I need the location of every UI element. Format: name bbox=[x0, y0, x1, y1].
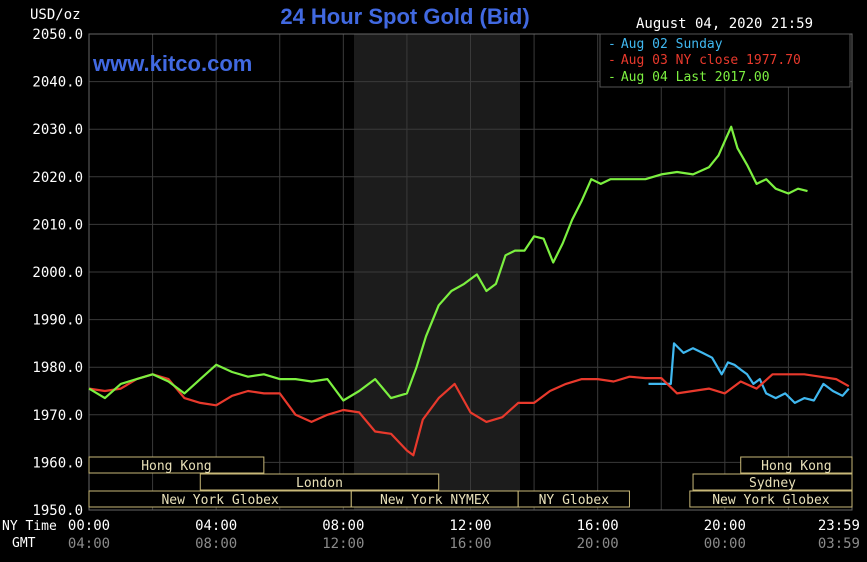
y-tick-label: 2010.0 bbox=[32, 217, 83, 233]
x-tick-label-gmt: 20:00 bbox=[577, 536, 619, 552]
x-tick-label-ny: 12:00 bbox=[449, 518, 491, 534]
legend-item-aug02: - Aug 02 Sunday bbox=[608, 37, 723, 52]
timestamp: August 04, 2020 21:59 bbox=[636, 16, 813, 32]
session-box bbox=[740, 456, 853, 474]
legend: - Aug 02 Sunday - Aug 03 NY close 1977.70 … bbox=[599, 33, 851, 88]
session-label: Sydney bbox=[749, 476, 796, 491]
session-band: New York NYMEX bbox=[350, 490, 519, 508]
session-label: New York Globex bbox=[161, 493, 279, 508]
legend-label: Aug 03 NY close 1977.70 bbox=[621, 53, 801, 68]
session-box bbox=[692, 473, 853, 491]
y-tick-label: 2000.0 bbox=[32, 265, 83, 281]
session-label: London bbox=[296, 476, 343, 491]
x-tick-label-ny: 00:00 bbox=[68, 518, 110, 534]
x-tick-label-ny: 20:00 bbox=[704, 518, 746, 534]
unit-label: USD/oz bbox=[30, 7, 81, 23]
session-band: New York Globex bbox=[689, 490, 853, 508]
x-tick-label-gmt: 08:00 bbox=[195, 536, 237, 552]
y-tick-label: 2050.0 bbox=[32, 27, 83, 43]
x-tick-label-ny: 08:00 bbox=[322, 518, 364, 534]
y-tick-label: 1980.0 bbox=[32, 360, 83, 376]
y-tick-label: 2040.0 bbox=[32, 75, 83, 91]
series-line-aug04 bbox=[88, 125, 808, 402]
watermark: www.kitco.com bbox=[92, 51, 252, 76]
x-tick-label-ny: 16:00 bbox=[577, 518, 619, 534]
x-tick-label-ny: 23:59 bbox=[818, 518, 860, 534]
session-band: New York Globex bbox=[88, 490, 352, 508]
session-band: Hong Kong bbox=[88, 456, 265, 474]
session-label: NY Globex bbox=[539, 493, 610, 508]
x-tick-label-gmt: 04:00 bbox=[68, 536, 110, 552]
x-tick-label-ny: 04:00 bbox=[195, 518, 237, 534]
x-tick-label-gmt: 12:00 bbox=[322, 536, 364, 552]
legend-marker: - bbox=[608, 53, 616, 68]
series-lines bbox=[88, 125, 850, 457]
y-tick-label: 1970.0 bbox=[32, 408, 83, 424]
session-label: Hong Kong bbox=[761, 459, 831, 474]
y-tick-label: 2020.0 bbox=[32, 170, 83, 186]
market-sessions: Hong Kong Hong Kong London Sydney New York G… bbox=[88, 456, 853, 508]
x-tick-label-gmt: 03:59 bbox=[818, 536, 860, 552]
session-band: Sydney bbox=[692, 473, 853, 491]
plot-frame bbox=[88, 33, 853, 511]
series-line-aug03 bbox=[88, 373, 850, 457]
session-box bbox=[517, 490, 630, 508]
y-tick-label: 1960.0 bbox=[32, 455, 83, 471]
legend-marker: - bbox=[608, 37, 616, 52]
session-label: New York Globex bbox=[712, 493, 830, 508]
session-band: NY Globex bbox=[517, 490, 630, 508]
session-band: London bbox=[199, 473, 440, 491]
legend-label: Aug 04 Last 2017.00 bbox=[621, 70, 770, 85]
legend-box bbox=[599, 33, 851, 88]
x-tick-label-gmt: 16:00 bbox=[449, 536, 491, 552]
session-label: New York NYMEX bbox=[380, 493, 490, 508]
y-tick-label: 1990.0 bbox=[32, 313, 83, 329]
y-tick-label: 2030.0 bbox=[32, 122, 83, 138]
x-axis-ny-label: NY Time bbox=[2, 519, 57, 534]
legend-label: Aug 02 Sunday bbox=[621, 37, 723, 52]
x-tick-label-gmt: 00:00 bbox=[704, 536, 746, 552]
y-tick-labels: 1950.0 1960.0 1970.0 1980.0 1990.0 2000.0 2010… bbox=[32, 27, 83, 519]
x-axis-gmt-label: GMT bbox=[12, 536, 36, 551]
session-box bbox=[199, 473, 440, 491]
session-box bbox=[689, 490, 853, 508]
y-tick-label: 1950.0 bbox=[32, 503, 83, 519]
series-line-aug02 bbox=[648, 342, 850, 404]
session-box bbox=[88, 456, 265, 474]
legend-item-aug03: - Aug 03 NY close 1977.70 bbox=[608, 53, 801, 68]
chart-title: 24 Hour Spot Gold (Bid) bbox=[280, 4, 529, 29]
x-tick-labels: 00:00 04:00 08:00 12:00 16:00 20:00 23:59 04:00… bbox=[68, 518, 860, 552]
legend-item-aug04: - Aug 04 Last 2017.00 bbox=[608, 70, 770, 85]
legend-marker: - bbox=[608, 70, 616, 85]
session-band: Hong Kong bbox=[740, 456, 853, 474]
grid-layer bbox=[88, 33, 853, 511]
session-label: Hong Kong bbox=[141, 459, 211, 474]
